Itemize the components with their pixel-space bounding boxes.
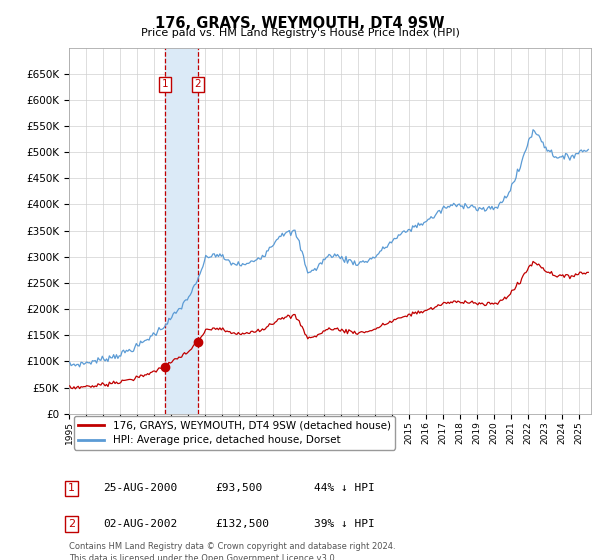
Legend: 176, GRAYS, WEYMOUTH, DT4 9SW (detached house), HPI: Average price, detached hou: 176, GRAYS, WEYMOUTH, DT4 9SW (detached … — [74, 416, 395, 450]
Text: £132,500: £132,500 — [215, 519, 269, 529]
Text: 2: 2 — [68, 519, 75, 529]
Text: Price paid vs. HM Land Registry's House Price Index (HPI): Price paid vs. HM Land Registry's House … — [140, 28, 460, 38]
Text: 39% ↓ HPI: 39% ↓ HPI — [314, 519, 375, 529]
Text: 25-AUG-2000: 25-AUG-2000 — [103, 483, 177, 493]
Text: 02-AUG-2002: 02-AUG-2002 — [103, 519, 177, 529]
Text: Contains HM Land Registry data © Crown copyright and database right 2024.: Contains HM Land Registry data © Crown c… — [69, 543, 395, 552]
Text: £93,500: £93,500 — [215, 483, 262, 493]
Text: This data is licensed under the Open Government Licence v3.0.: This data is licensed under the Open Gov… — [69, 554, 337, 560]
Bar — [165, 48, 198, 414]
Text: 2: 2 — [194, 79, 201, 89]
Text: 1: 1 — [68, 483, 75, 493]
Text: 1: 1 — [162, 79, 169, 89]
Text: 176, GRAYS, WEYMOUTH, DT4 9SW: 176, GRAYS, WEYMOUTH, DT4 9SW — [155, 16, 445, 31]
Text: 44% ↓ HPI: 44% ↓ HPI — [314, 483, 375, 493]
